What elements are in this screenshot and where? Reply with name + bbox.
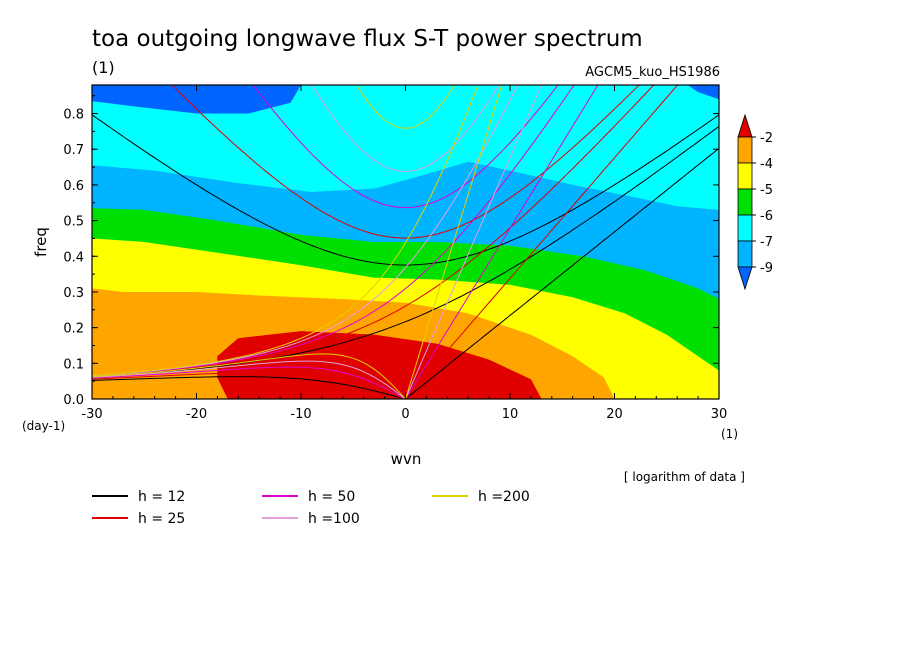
colorbar-label: -5: [760, 183, 773, 198]
band-cap--9b: [687, 85, 719, 100]
x-tick-label: 0: [401, 407, 409, 422]
y-unit-label: (day-1): [22, 419, 65, 433]
chart-subtitle: (1): [92, 58, 115, 77]
x-tick-label: 10: [502, 407, 519, 422]
ig-curve: [171, 85, 640, 239]
x-tick-label: -30: [81, 407, 102, 422]
colorbar-label: -9: [760, 261, 773, 276]
y-tick-label: 0.6: [63, 179, 84, 194]
colorbar-label: -7: [760, 235, 773, 250]
y-tick-label: 0.1: [63, 357, 84, 372]
y-tick-label: 0.2: [63, 322, 84, 337]
source-label: AGCM5_kuo_HS1986: [585, 65, 720, 80]
mrg-curve: [92, 85, 519, 377]
colorbar-swatch: [737, 240, 753, 268]
colorbar-label: -6: [760, 209, 773, 224]
y-tick-label: 0.3: [63, 286, 84, 301]
legend-label: h =100: [308, 511, 360, 527]
mrg-curve: [92, 125, 719, 378]
colorbar-cap-bottom: [737, 266, 753, 291]
colorbar-label: -2: [760, 131, 773, 146]
legend: h = 12 h = 25 h = 50 h =100 h =200: [92, 489, 530, 527]
rossby-curve: [92, 360, 406, 399]
colorbar: -2 -4 -5 -6 -7 -9: [737, 113, 773, 291]
curve-group-1: [92, 85, 679, 399]
kelvin-curve: [405, 85, 543, 399]
rossby-curve: [92, 376, 406, 399]
x-tick-label: -20: [186, 407, 207, 422]
legend-label: h = 12: [138, 489, 185, 505]
mrg-curve: [92, 85, 575, 377]
y-tick-label: 0.7: [63, 143, 84, 158]
y-tick-label: 0.0: [63, 393, 84, 408]
colorbar-swatch: [737, 188, 753, 216]
dispersion-curves: [92, 85, 719, 399]
x-tick-label: 30: [711, 407, 728, 422]
curve-group-3: [92, 85, 543, 399]
colorbar-cap-top: [737, 113, 753, 138]
x-tick-label: -10: [290, 407, 311, 422]
axis-ticks: -30 -20 -10 0 10 20 30 0.0 0.1 0.2 0.3 0.4 0.5 0.6 0.7…: [63, 85, 727, 422]
curve-group-0: [92, 114, 719, 399]
curve-group-4: [92, 85, 503, 399]
kelvin-curve: [405, 147, 719, 399]
ig-curve: [311, 85, 500, 172]
y-tick-label: 0.5: [63, 215, 84, 230]
chart-title: toa outgoing longwave flux S-T power spe…: [92, 26, 643, 52]
mrg-curve: [92, 85, 479, 377]
y-axis-label: freq: [32, 227, 50, 257]
legend-label: h = 25: [138, 511, 185, 527]
band-core: [217, 331, 542, 399]
colorbar-swatch: [737, 136, 753, 164]
rossby-curve: [92, 366, 406, 399]
legend-label: h =200: [478, 489, 530, 505]
y-tick-label: 0.8: [63, 108, 84, 123]
rossby-curve: [92, 353, 406, 399]
x-tick-label: 20: [606, 407, 623, 422]
mrg-curve: [92, 85, 655, 377]
colorbar-label: -4: [760, 157, 773, 172]
data-note: [ logarithm of data ]: [624, 470, 745, 484]
rossby-curve: [92, 371, 406, 399]
x-axis-label: wvn: [391, 450, 422, 468]
kelvin-curve: [405, 85, 679, 399]
contour-fills: [92, 85, 719, 399]
ig-curve: [252, 85, 559, 209]
y-tick-label: 0.4: [63, 250, 84, 265]
kelvin-curve: [405, 85, 599, 399]
ig-curve: [92, 114, 719, 266]
colorbar-swatch: [737, 162, 753, 190]
curve-group-2: [92, 85, 599, 399]
legend-label: h = 50: [308, 489, 355, 505]
ig-curve: [356, 85, 455, 129]
band-cap--9: [92, 85, 301, 114]
kelvin-curve: [405, 85, 503, 399]
colorbar-swatch: [737, 214, 753, 242]
x-unit-label: (1): [721, 427, 738, 441]
